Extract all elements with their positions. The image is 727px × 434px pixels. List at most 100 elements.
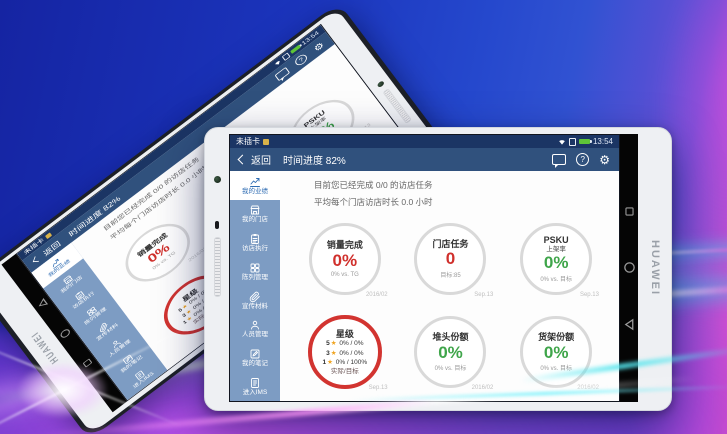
light-sensor [215,221,219,229]
sidebar-item-label: 访店执行 [242,245,268,253]
star-icon: ★ [330,340,337,348]
data-icon [568,137,576,146]
tablet-bezel [205,134,229,402]
kpi-value: 0% [332,250,358,270]
kpi-title: 门店任务 [432,238,469,249]
back-chevron-icon [32,256,41,263]
kpi-value: 0% [438,342,463,362]
kpi-title: PSKU [543,235,569,246]
doc-icon [249,377,261,389]
kpi-date: 2016/02 [365,291,388,298]
sidebar-item-paperclip[interactable]: 宣传材料 [230,286,280,315]
back-hw-button[interactable] [623,318,636,331]
nav-title: 时间进度 82% [283,156,346,167]
sidebar-item-clipboard[interactable]: 访店执行 [55,275,107,321]
star-icon: ★ [330,349,337,357]
sidebar-item-chart[interactable]: 我的业绩 [230,171,280,200]
chat-icon[interactable] [552,154,567,168]
notification-icon [263,138,269,145]
notes-icon [249,348,261,360]
kpi-date: Sep.13 [474,291,494,298]
star-rating-row: 5★ 0% / 0% [326,340,364,348]
sidebar-item-label: 我的门店 [242,216,268,224]
recents-button[interactable] [80,357,93,369]
kpi-ring: 销量完成 0% 0% vs. TG [308,222,381,295]
android-nav-bar [620,134,638,402]
sidebar-item-chart[interactable]: 我的业绩 [31,242,84,289]
main-content: 目前您已经完成 0/0 的访店任务 平均每个门店访店时长 0.0 小时 销量完成… [280,171,619,401]
back-button[interactable]: 返回 [237,152,271,167]
store-icon [249,204,261,216]
grid-icon [249,262,261,274]
recents-button[interactable] [624,206,635,217]
chart-icon [249,176,261,188]
status-bar: 未插卡 13:54 [230,135,619,148]
sidebar-item-store[interactable]: 我的门店 [230,200,280,229]
wifi-icon [274,60,280,65]
sidebar-item-grid[interactable]: 陈列管理 [230,257,280,286]
kpi-value: 0% [543,253,569,273]
back-chevron-icon [237,154,248,165]
back-hw-button[interactable] [34,296,50,311]
kpi-subtext: 0% vs. 目标 [434,366,467,373]
store-icon [61,273,75,287]
sidebar-item-doc[interactable]: 进入IMS [230,372,280,401]
front-camera [213,176,221,183]
back-label: 返回 [251,156,271,167]
kpi-subtext: 0% vs. 目标 [540,366,572,373]
sidebar-item-store[interactable]: 我的门店 [43,259,95,305]
clipboard-icon [249,233,261,245]
tablet-screen: 未插卡 13:54 返回 时间进度 82% ? ⚙ 我的业绩 我的门 [229,134,620,402]
sidebar-item-notes[interactable]: 我的笔记 [230,344,280,373]
kpi-date: 2016/02 [471,385,494,391]
clipboard-icon [73,289,87,303]
people-icon [249,319,261,331]
kpi-subtext: 0% vs. 目标 [540,276,572,283]
home-button[interactable] [623,261,636,274]
kpi-title: 堆头份额 [432,332,469,343]
front-camera [375,80,385,89]
kpi-date: Sep.13 [368,385,388,391]
sidebar: 我的业绩我的门店访店执行陈列管理宣传材料人员管理我的笔记进入IMS [230,171,280,401]
kpi-footer: 实际/目标 [330,367,359,375]
sidebar-item-label: 我的笔记 [242,360,268,368]
kpi-value: 0% [543,342,569,362]
sidebar-item-label: 进入IMS [242,388,268,396]
battery-icon [578,139,592,144]
kpi-date: Sep.13 [579,291,599,298]
sidebar-item-people[interactable]: 人员管理 [230,315,280,344]
kpi-subtitle: 上架率 [546,245,566,253]
wifi-icon [559,139,565,145]
home-button[interactable] [57,326,73,341]
help-icon[interactable]: ? [576,153,590,166]
visit-duration-summary: 平均每个门店访店时长 0.0 小时 [314,196,433,207]
sidebar-item-label: 人员管理 [242,331,268,339]
kpi-value: 0 [445,249,456,269]
brand-logo: HUAWEI [648,240,661,296]
sidebar-item-clipboard[interactable]: 访店执行 [230,229,280,258]
kpi-title: 销量完成 [326,240,363,251]
sim-status-text: 未插卡 [236,137,260,146]
status-bar: 未插卡 13:54 [17,25,326,261]
speaker-grille [213,237,221,297]
settings-gear-icon[interactable]: ⚙ [599,152,610,167]
sidebar-item-label: 我的业绩 [242,187,268,195]
kpi-subtext: 0% vs. TG [330,271,359,278]
visit-task-summary: 目前您已经完成 0/0 的访店任务 [314,180,433,190]
sidebar-item-label: 宣传材料 [242,302,268,310]
kpi-subtext: 目标:85 [440,273,461,280]
kpi-card[interactable]: 销量完成 0% 0% vs. TG 2016/02 [292,212,398,305]
kpi-title: 星级 [335,328,354,339]
